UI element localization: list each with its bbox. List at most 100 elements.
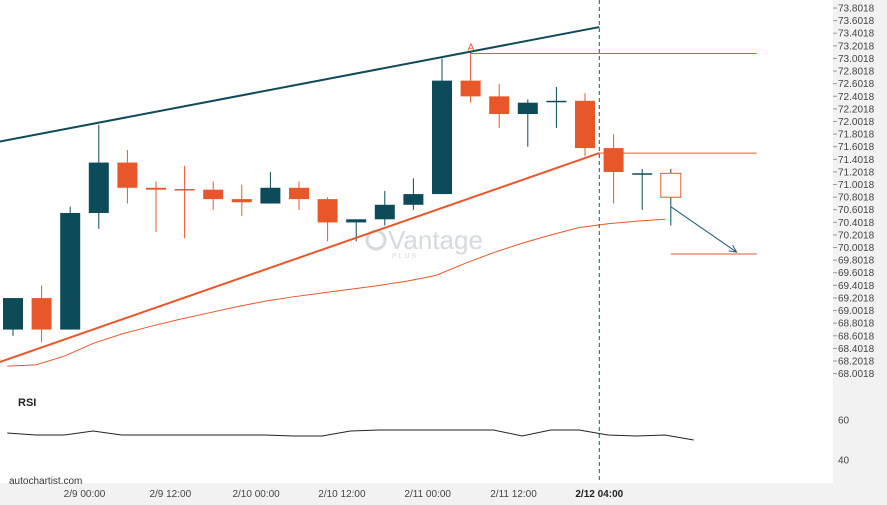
moving-average-line [7,218,666,367]
candle-body [489,96,510,115]
candle-body [231,199,252,203]
candle-body [174,189,195,191]
rsi-tick-label-1: 40 [838,456,850,467]
y-tick-label-22: 69.4018 [838,281,875,292]
candle-9 [260,172,281,204]
candle-19 [546,86,567,128]
y-tick-label-11: 71.6018 [838,142,875,153]
candle-17 [489,83,510,128]
candle-3 [88,124,109,229]
candle-body [88,162,109,213]
candle-body [632,173,653,175]
rsi-line [7,429,694,441]
y-tick-label-2: 73.4018 [838,29,875,40]
candle-20 [575,93,595,157]
rsi-tick-label-0: 60 [838,416,850,427]
candle-6 [174,165,195,239]
x-tick-label-1: 2/9 12:00 [149,489,191,500]
candle-body [3,298,23,330]
pattern-point-label: A [468,42,475,53]
main-plot: A [0,0,757,483]
x-tick-label-4: 2/11 00:00 [404,489,451,500]
candle-10 [289,181,309,210]
candle-body [31,298,52,330]
x-axis: 2/9 00:00 2/9 12:00 2/10 00:00 2/10 12:00 2/… [64,489,624,500]
y-tick-label-21: 69.6018 [838,268,875,279]
x-tick-label-2: 2/10 00:00 [232,489,280,500]
candle-body [117,162,138,188]
forecast-arrow-line [670,206,737,253]
candle-22 [632,168,653,210]
x-tick-label-3: 2/10 12:00 [318,489,366,500]
x-tick-label-0: 2/9 00:00 [64,489,106,500]
candle-4 [117,149,138,204]
forecast-arrow-head-icon [728,244,738,253]
candle-body [260,187,281,204]
y-tick-label-19: 70.0018 [838,243,875,254]
x-tick-label-5: 2/11 12:00 [490,489,537,500]
candle-body [403,194,424,205]
watermark-sub: PLUS [392,253,418,260]
x-axis-panel [0,483,833,505]
y-tick-label-26: 68.6018 [838,331,875,342]
x-tick-label-6: 2/12 04:00 [575,489,623,500]
y-tick-label-27: 68.4018 [838,344,875,355]
candle-11 [317,197,338,242]
candle-body [146,187,166,190]
y-tick-label-14: 71.0018 [838,180,875,191]
candle-body [546,100,567,103]
candle-body [432,80,452,195]
candle-body [317,199,338,223]
y-tick-label-1: 73.6018 [838,16,875,27]
y-tick-label-29: 68.0018 [838,369,875,380]
rsi-panel [7,429,694,441]
y-tick-label-10: 71.8018 [838,130,875,141]
y-tick-label-0: 73.8018 [838,4,875,15]
y-tick-label-5: 72.8018 [838,67,875,78]
candle-body [374,204,395,220]
rsi-label: RSI [18,397,36,409]
y-tick-label-3: 73.2018 [838,41,875,52]
candle-15 [432,58,452,195]
candle-14 [403,178,424,210]
support-trendline [0,152,600,363]
y-tick-label-17: 70.4018 [838,218,875,229]
candle-16 [460,52,481,103]
y-tick-label-28: 68.2018 [838,356,875,367]
candle-body [460,80,481,97]
y-tick-label-7: 72.4018 [838,92,875,103]
candle-1 [31,285,52,343]
candle-21 [603,134,624,204]
y-tick-label-4: 73.0018 [838,54,875,65]
candle-body [289,187,309,200]
candle-body [517,102,538,115]
candle-0 [3,298,23,336]
watermark-brand: Vantage [388,225,483,255]
resistance-trendline [0,26,600,143]
candle-18 [517,99,538,147]
rsi-axis: 60 40 [838,416,850,467]
source-text: autochartist.com [9,476,82,487]
candle-7 [203,181,224,210]
y-tick-label-23: 69.2018 [838,293,875,304]
y-tick-label-16: 70.6018 [838,205,875,216]
y-tick-label-12: 71.4018 [838,155,875,166]
y-tick-label-8: 72.2018 [838,104,875,115]
y-tick-label-13: 71.2018 [838,167,875,178]
candle-body [203,189,224,200]
candle-body [603,148,624,173]
candle-2 [60,206,81,330]
y-tick-label-18: 70.2018 [838,230,875,241]
y-axis-panel [833,0,887,505]
candle-5 [146,181,166,232]
y-tick-label-6: 72.6018 [838,79,875,90]
candle-body [575,100,595,149]
y-tick-label-15: 70.8018 [838,193,875,204]
candle-8 [231,184,252,217]
y-tick-label-24: 69.0018 [838,306,875,317]
candle-13 [374,190,395,226]
candle-body [60,212,81,330]
candle-body [346,219,367,223]
